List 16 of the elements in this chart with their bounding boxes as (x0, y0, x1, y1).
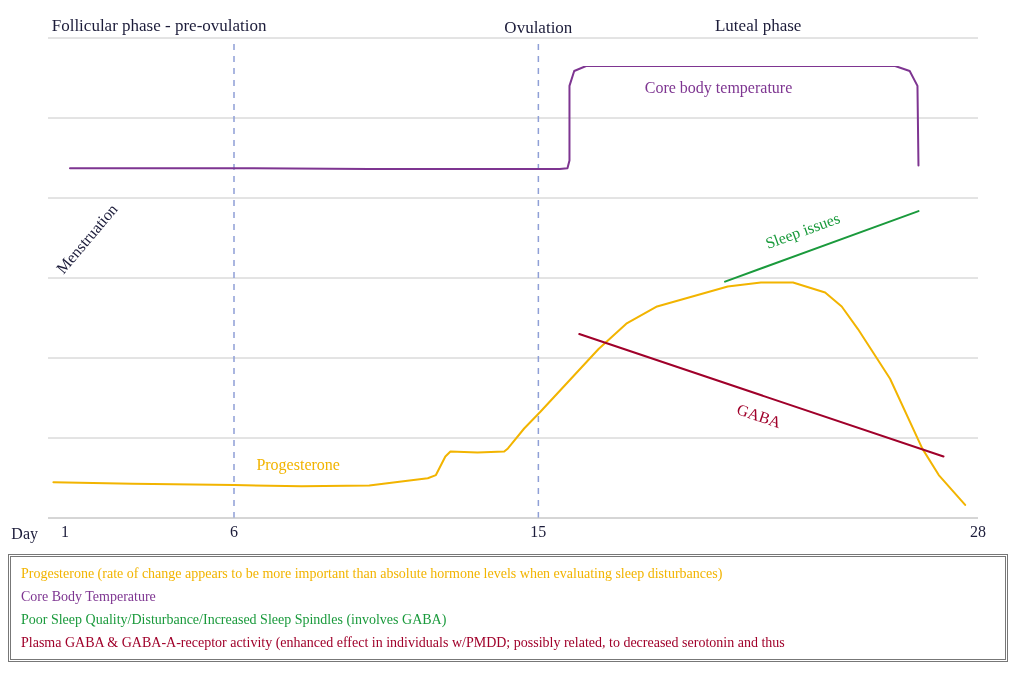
text: Follicular phase - pre-ovulation (51, 15, 268, 35)
x-tick-label: 1 (60, 523, 69, 541)
x-tick-label: 6 (230, 523, 238, 541)
text: Progesterone (rate of change appears to be more important than absolute hormone levels when evaluating sleep disturbances) (21, 565, 724, 583)
ref-line-label: Ovulation (504, 18, 573, 37)
annotation: Progesterone (256, 455, 340, 474)
text: Luteal phase (714, 15, 802, 35)
annotation: Sleep issues (763, 208, 843, 253)
x-tick-label: 15 (530, 523, 547, 541)
annotation: GABA (734, 400, 784, 431)
x-tick-label: 28 (970, 523, 986, 541)
text: Poor Sleep Quality/Disturbance/Increased Sleep Spindles (involves GABA) (21, 611, 448, 629)
x-axis-title: Day (11, 524, 38, 543)
text: Plasma GABA & GABA-A-receptor activity (enhanced effect in individuals w/PMDD; possibly related, to decreased serotonin and thus (21, 634, 786, 652)
text: Core Body Temperature (21, 588, 157, 606)
annotation: Core body temperature (644, 78, 793, 97)
